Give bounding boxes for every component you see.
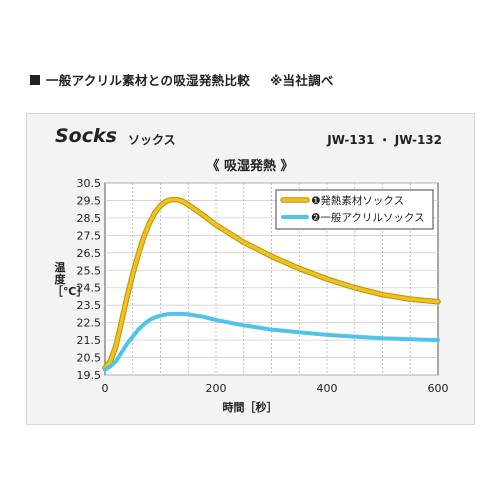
chart-title: 《 吸湿発熱 》 xyxy=(206,159,294,174)
y-tick-label: 27.5 xyxy=(77,229,102,242)
heading-note: ※当社調べ xyxy=(270,73,334,88)
model-number: JW-131 ・ JW-132 xyxy=(327,133,442,147)
y-tick-label: 20.5 xyxy=(77,352,102,365)
heading-title: 一般アクリル素材との吸湿発熱比較 xyxy=(46,73,251,88)
y-tick-label: 28.5 xyxy=(77,212,102,225)
legend-label: ❷一般アクリルソックス xyxy=(311,211,425,224)
legend-label: ❶発熱素材ソックス xyxy=(311,194,404,207)
square-bullet-icon xyxy=(30,74,40,85)
x-tick-label: 200 xyxy=(206,382,227,395)
series-line xyxy=(103,311,440,372)
y-tick-label: 25.5 xyxy=(77,264,102,277)
y-tick-label: 30.5 xyxy=(77,177,102,190)
x-axis-label: 時間［秒］ xyxy=(222,401,278,414)
x-tick-label: 0 xyxy=(102,382,109,395)
series-line xyxy=(103,197,440,370)
x-tick-label: 600 xyxy=(428,382,449,395)
legend: ❶発熱素材ソックス ❷一般アクリルソックス xyxy=(275,189,434,230)
y-tick-label: 26.5 xyxy=(77,247,102,260)
chart-heading: 一般アクリル素材との吸湿発熱比較 ※当社調べ xyxy=(30,70,334,89)
brand-subtitle: ソックス xyxy=(128,133,176,147)
brand-title: Socks xyxy=(55,125,117,147)
y-tick-label: 24.5 xyxy=(77,282,102,295)
x-tick-label: 400 xyxy=(317,382,338,395)
y-tick-label: 19.5 xyxy=(77,369,102,382)
y-tick-label: 29.5 xyxy=(77,194,102,207)
y-tick-label: 22.5 xyxy=(77,317,102,330)
y-tick-label: 21.5 xyxy=(77,334,102,347)
legend-box xyxy=(275,189,434,230)
y-tick-label: 23.5 xyxy=(77,299,102,312)
